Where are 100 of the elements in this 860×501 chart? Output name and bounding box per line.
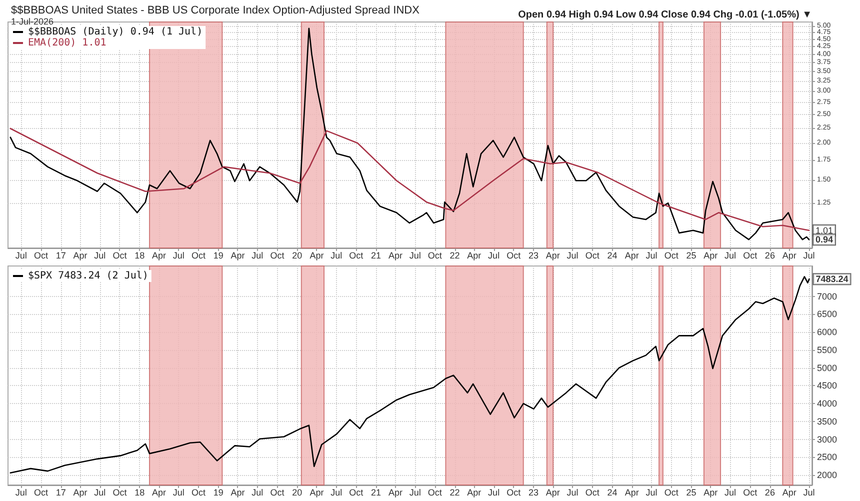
x-tick-label: Apr bbox=[73, 250, 88, 260]
chart-title: $$BBBOAS United States - BBB US Corporate Index Option-Adjusted Spread INDX bbox=[11, 4, 420, 16]
x-tick-label: Jul bbox=[409, 250, 421, 260]
x-tick-label: Oct bbox=[664, 250, 679, 260]
x-tick-label: Apr bbox=[152, 488, 166, 498]
legend-label: $$BBBOAS (Daily) 0.94 (1 Jul) bbox=[28, 26, 203, 38]
x-tick-label: Apr bbox=[624, 250, 639, 260]
x-tick-label: 23 bbox=[528, 250, 539, 260]
x-tick-label: Jul bbox=[252, 250, 264, 260]
x-tick-label: 17 bbox=[56, 250, 66, 260]
x-tick-label: Jul bbox=[646, 488, 658, 498]
x-tick-label: Oct bbox=[743, 250, 758, 260]
x-tick-label: 19 bbox=[213, 488, 224, 498]
x-tick-label: Oct bbox=[743, 488, 758, 498]
x-tick-label: Apr bbox=[230, 250, 245, 260]
x-tick-label: Jul bbox=[15, 250, 27, 260]
x-tick-label: 17 bbox=[56, 488, 66, 498]
x-tick-label: Apr bbox=[624, 488, 639, 498]
x-tick-label: Oct bbox=[34, 488, 48, 498]
x-tick-label: Jul bbox=[803, 250, 815, 260]
y-tick-label: 4500 bbox=[817, 380, 838, 391]
x-tick-label: Apr bbox=[152, 250, 166, 260]
y-tick-label: 2500 bbox=[817, 452, 838, 462]
annotation: 7483.24 bbox=[816, 274, 848, 284]
x-tick-label: Oct bbox=[506, 250, 522, 260]
x-tick-label: Jul bbox=[566, 488, 578, 498]
x-tick-label: 24 bbox=[607, 250, 618, 260]
x-tick-label: Oct bbox=[112, 488, 128, 498]
x-tick-label: Oct bbox=[191, 488, 206, 498]
y-tick-label: 5500 bbox=[817, 344, 838, 355]
x-tick-label: 25 bbox=[686, 250, 696, 260]
x-tick-label: Apr bbox=[467, 488, 482, 498]
x-tick-label: Jul bbox=[488, 488, 500, 498]
x-tick-label: Oct bbox=[585, 250, 600, 260]
x-tick-label: Oct bbox=[506, 488, 522, 498]
x-tick-label: Apr bbox=[388, 250, 402, 260]
x-tick-label: Oct bbox=[270, 250, 285, 260]
x-tick-label: Oct bbox=[191, 250, 206, 260]
y-tick-label: 3500 bbox=[817, 416, 838, 426]
x-tick-label: Oct bbox=[428, 250, 442, 260]
x-tick-label: Oct bbox=[112, 250, 128, 260]
x-tick-label: 21 bbox=[371, 250, 382, 260]
x-tick-label: Apr bbox=[467, 250, 482, 260]
x-tick-label: Apr bbox=[546, 250, 560, 260]
x-tick-label: 25 bbox=[686, 488, 696, 498]
x-tick-label: 18 bbox=[134, 250, 145, 260]
annotation: 1.01 bbox=[815, 225, 834, 236]
x-tick-label: Jul bbox=[94, 488, 106, 498]
x-tick-label: Apr bbox=[230, 488, 245, 498]
x-tick-label: Jul bbox=[94, 250, 106, 260]
x-tick-label: Jul bbox=[330, 250, 342, 260]
x-tick-label: Jul bbox=[252, 488, 264, 498]
x-tick-label: Apr bbox=[782, 488, 796, 498]
x-tick-label: 22 bbox=[450, 488, 460, 498]
x-tick-label: Jul bbox=[409, 488, 421, 498]
text: Open 0.94 High 0.94 Low 0.94 Close 0.94 Chg -0.01 (-1.05%) ▼ bbox=[518, 10, 812, 20]
x-tick-label: Apr bbox=[704, 488, 718, 498]
x-tick-label: Oct bbox=[428, 488, 442, 498]
x-tick-label: Apr bbox=[310, 250, 324, 260]
x-tick-label: 26 bbox=[764, 488, 775, 498]
x-tick-label: Oct bbox=[349, 250, 364, 260]
x-tick-label: Jul bbox=[724, 250, 736, 260]
y-tick-label: 6500 bbox=[817, 309, 838, 320]
x-tick-label: Oct bbox=[34, 250, 48, 260]
x-tick-label: Oct bbox=[349, 488, 364, 498]
x-tick-label: 18 bbox=[134, 488, 145, 498]
x-tick-label: Oct bbox=[270, 488, 285, 498]
x-tick-label: Apr bbox=[782, 250, 796, 260]
x-tick-label: Apr bbox=[704, 250, 718, 260]
x-tick-label: 24 bbox=[607, 488, 618, 498]
x-tick-label: 20 bbox=[292, 488, 302, 498]
x-tick-label: 22 bbox=[450, 250, 460, 260]
x-tick-label: Jul bbox=[488, 250, 500, 260]
x-tick-label: 26 bbox=[764, 250, 775, 260]
x-tick-label: Apr bbox=[73, 488, 88, 498]
x-tick-label: Apr bbox=[388, 488, 402, 498]
y-tick-label: 7000 bbox=[817, 291, 838, 302]
x-tick-label: Oct bbox=[585, 488, 600, 498]
x-tick-label: Jul bbox=[330, 488, 342, 498]
y-tick-label: 2000 bbox=[817, 470, 838, 480]
x-tick-label: Jul bbox=[724, 488, 736, 498]
x-tick-label: Jul bbox=[172, 488, 184, 498]
legend-label: $SPX 7483.24 (2 Jul) bbox=[28, 270, 148, 282]
y-tick-label: 5000 bbox=[817, 362, 838, 373]
x-tick-label: 21 bbox=[371, 488, 382, 498]
x-tick-label: Jul bbox=[646, 250, 658, 260]
y-tick-label: 4000 bbox=[817, 398, 838, 409]
x-tick-label: Jul bbox=[566, 250, 578, 260]
legend-label: EMA(200) 1.01 bbox=[28, 38, 106, 48]
y-tick-label: 3000 bbox=[817, 434, 838, 444]
x-tick-label: 20 bbox=[292, 250, 302, 260]
line-series bbox=[10, 28, 810, 240]
x-tick-label: 23 bbox=[528, 488, 539, 498]
x-tick-label: 19 bbox=[213, 250, 224, 260]
x-tick-label: Apr bbox=[546, 488, 560, 498]
line-series bbox=[10, 128, 810, 232]
x-tick-label: Oct bbox=[664, 488, 679, 498]
y-tick-label: 6000 bbox=[817, 327, 838, 338]
x-tick-label: Jul bbox=[803, 488, 815, 498]
annotation: 0.94 bbox=[815, 234, 834, 245]
